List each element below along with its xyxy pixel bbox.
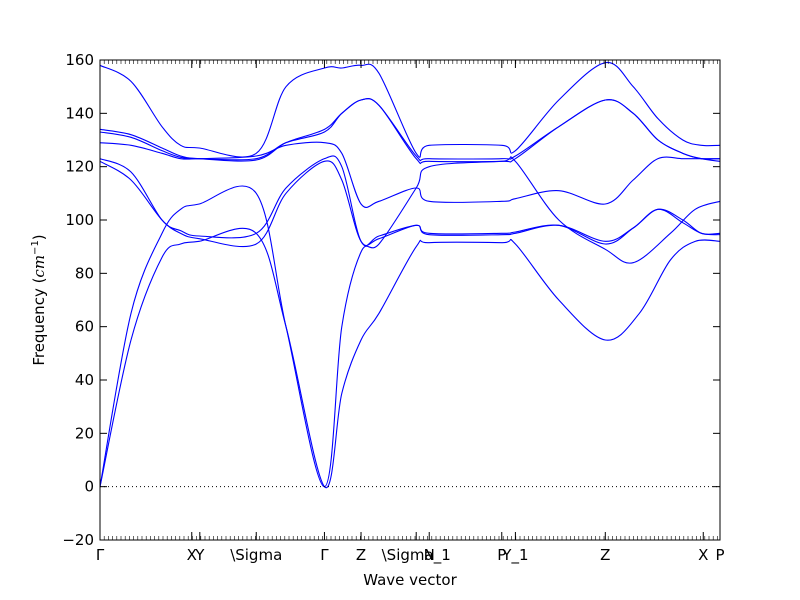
y-tick-label: 80 [75,264,94,282]
y-tick-label: 100 [65,211,94,229]
y-tick-label: 60 [75,318,94,336]
band-line-2 [99,156,721,488]
x-axis-label: Wave vector [363,571,457,589]
x-tick-label: N [424,546,435,564]
x-tick-label: Γ [96,546,105,564]
y-tick-label: 20 [75,424,94,442]
x-tick-label: \Sigma [230,546,282,564]
y-tick-label: −20 [62,531,94,549]
y-tick-label: 0 [84,478,94,496]
x-tick-label: \Sigma_1 [382,546,451,565]
band-line-8 [99,62,721,158]
plot-frame [99,59,721,541]
x-tick-label: P [497,546,506,564]
y-tick-label: 40 [75,371,94,389]
x-tick-label: X [187,546,197,564]
y-axis-label: Frequency (cm−1) [30,234,48,365]
band-line-1 [99,227,721,489]
x-tick-label: P [715,546,724,564]
x-tick-label: Y [194,546,205,564]
bands-group [99,62,721,489]
y-axis: −20 0 20 40 60 80 100 120 140 160 [62,51,720,549]
minor-ticks-group [99,60,718,540]
band-line-4 [99,155,721,247]
y-axis-label-close: ) [30,234,48,240]
y-tick-label: 120 [65,158,94,176]
x-tick-label: Z [600,546,610,564]
x-tick-label: Z [356,546,366,564]
band-line-3 [99,160,721,248]
y-axis-label-main: Frequency ( [30,278,48,366]
y-axis-label-unit: cm [30,255,48,278]
x-tick-label: X [698,546,708,564]
x-tick-label: Γ [320,546,329,564]
x-tick-label: Y_1 [501,546,528,565]
x-axis: Γ XY \Sigma Γ Z \Sigma_1N PY_1 Z X P [96,60,725,565]
band-line-5 [99,141,720,208]
band-line-7 [99,97,721,165]
y-axis-label-exponent: −1 [30,240,41,255]
y-tick-label: 140 [65,104,94,122]
y-tick-label: 160 [65,51,94,69]
